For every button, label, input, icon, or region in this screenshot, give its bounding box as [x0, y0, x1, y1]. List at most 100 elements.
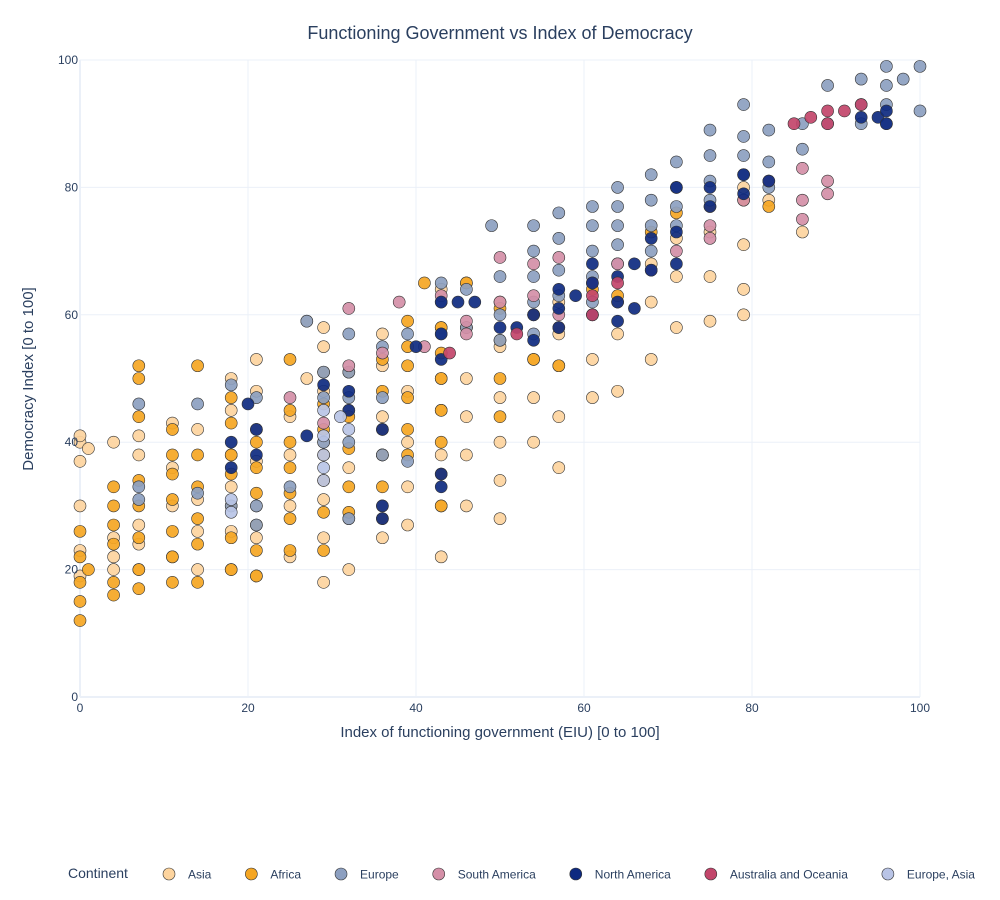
data-point[interactable]	[854, 98, 868, 111]
legend-item[interactable]: Africa	[245, 868, 301, 882]
data-point[interactable]	[392, 295, 406, 309]
data-point[interactable]	[434, 435, 448, 449]
data-point[interactable]	[342, 512, 356, 525]
data-point[interactable]	[317, 576, 330, 589]
data-point[interactable]	[132, 563, 146, 576]
data-point[interactable]	[434, 327, 448, 341]
data-point[interactable]	[224, 493, 238, 506]
data-point[interactable]	[628, 257, 641, 271]
data-point[interactable]	[703, 181, 717, 194]
data-point[interactable]	[586, 391, 599, 404]
data-point[interactable]	[737, 149, 750, 162]
data-point[interactable]	[317, 531, 330, 545]
data-point[interactable]	[880, 60, 893, 73]
data-point[interactable]	[611, 295, 624, 309]
data-point[interactable]	[527, 308, 540, 322]
data-point[interactable]	[493, 295, 507, 309]
data-point[interactable]	[342, 404, 356, 417]
data-point[interactable]	[434, 550, 448, 564]
data-point[interactable]	[628, 302, 641, 315]
data-point[interactable]	[283, 499, 297, 513]
data-point[interactable]	[468, 295, 482, 309]
data-point[interactable]	[317, 404, 330, 417]
data-point[interactable]	[376, 423, 389, 436]
data-point[interactable]	[132, 397, 146, 411]
data-point[interactable]	[527, 257, 540, 271]
data-point[interactable]	[670, 321, 683, 334]
data-point[interactable]	[300, 314, 314, 328]
data-point[interactable]	[787, 117, 801, 130]
data-point[interactable]	[224, 480, 238, 494]
data-point[interactable]	[552, 321, 566, 334]
data-point[interactable]	[317, 340, 330, 353]
data-point[interactable]	[796, 161, 809, 175]
data-point[interactable]	[611, 257, 624, 271]
data-point[interactable]	[224, 416, 238, 430]
data-point[interactable]	[376, 531, 389, 545]
data-point[interactable]	[611, 384, 624, 398]
data-point[interactable]	[527, 435, 540, 449]
data-point[interactable]	[132, 448, 146, 462]
data-point[interactable]	[703, 123, 717, 137]
data-point[interactable]	[762, 155, 776, 169]
data-point[interactable]	[191, 448, 204, 462]
data-point[interactable]	[224, 448, 238, 462]
data-point[interactable]	[82, 442, 95, 455]
data-point[interactable]	[132, 531, 146, 545]
data-point[interactable]	[342, 423, 356, 436]
data-point[interactable]	[552, 359, 566, 373]
data-point[interactable]	[611, 327, 624, 341]
data-point[interactable]	[460, 372, 473, 385]
data-point[interactable]	[283, 512, 297, 525]
data-point[interactable]	[854, 111, 868, 124]
data-point[interactable]	[418, 276, 431, 290]
data-point[interactable]	[283, 480, 297, 494]
data-point[interactable]	[250, 353, 263, 366]
data-point[interactable]	[586, 219, 599, 232]
data-point[interactable]	[376, 512, 389, 525]
data-point[interactable]	[460, 327, 473, 341]
data-point[interactable]	[871, 111, 885, 124]
data-point[interactable]	[224, 404, 238, 417]
data-point[interactable]	[644, 168, 658, 181]
data-point[interactable]	[317, 461, 330, 474]
data-point[interactable]	[300, 429, 314, 443]
data-point[interactable]	[737, 187, 750, 201]
data-point[interactable]	[913, 60, 927, 73]
data-point[interactable]	[132, 518, 146, 532]
data-point[interactable]	[166, 576, 179, 589]
data-point[interactable]	[317, 378, 330, 392]
data-point[interactable]	[224, 378, 238, 392]
data-point[interactable]	[644, 232, 658, 245]
data-point[interactable]	[913, 104, 927, 118]
data-point[interactable]	[670, 225, 683, 239]
data-point[interactable]	[73, 525, 87, 538]
data-point[interactable]	[334, 410, 347, 424]
legend-item[interactable]: Europe, Asia	[881, 868, 975, 882]
data-point[interactable]	[191, 486, 204, 500]
data-point[interactable]	[317, 448, 330, 462]
data-point[interactable]	[166, 423, 179, 436]
data-point[interactable]	[224, 391, 238, 404]
data-point[interactable]	[527, 391, 540, 404]
data-point[interactable]	[107, 518, 120, 532]
data-point[interactable]	[401, 518, 414, 532]
data-point[interactable]	[73, 429, 87, 443]
data-point[interactable]	[485, 219, 498, 232]
data-point[interactable]	[552, 283, 566, 296]
data-point[interactable]	[224, 563, 238, 576]
data-point[interactable]	[283, 448, 297, 462]
data-point[interactable]	[460, 499, 473, 513]
data-point[interactable]	[401, 359, 414, 373]
data-point[interactable]	[132, 582, 146, 596]
data-point[interactable]	[510, 327, 524, 341]
data-point[interactable]	[241, 397, 255, 411]
data-point[interactable]	[644, 353, 658, 366]
data-point[interactable]	[317, 391, 330, 404]
data-point[interactable]	[376, 499, 389, 513]
data-point[interactable]	[703, 149, 717, 162]
data-point[interactable]	[527, 270, 540, 283]
data-point[interactable]	[434, 295, 448, 309]
data-point[interactable]	[762, 123, 776, 137]
data-point[interactable]	[342, 384, 356, 398]
